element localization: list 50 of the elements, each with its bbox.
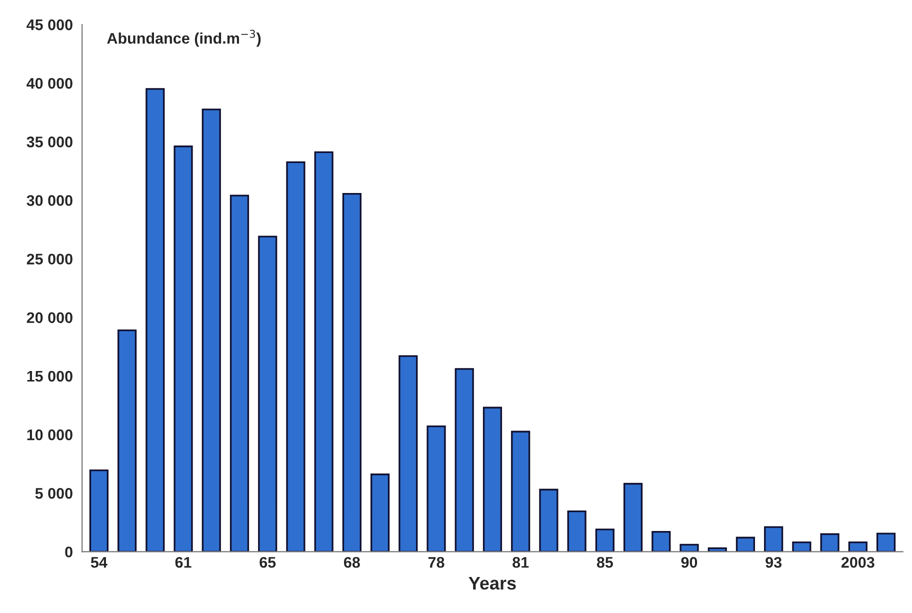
y-tick-label: 25 000	[26, 254, 72, 265]
x-tick-label: 93	[766, 556, 782, 568]
y-tick-label: 5 000	[35, 488, 72, 499]
x-tick-label: 65	[260, 556, 276, 568]
x-tick-label: 61	[175, 556, 192, 568]
bar	[118, 329, 137, 552]
bar	[567, 510, 586, 552]
bar	[792, 541, 812, 552]
bar	[595, 528, 614, 552]
y-axis-title: Abundance (ind.m$^{−3}$)	[107, 30, 261, 47]
bar	[820, 533, 840, 552]
x-tick-label: 90	[681, 556, 698, 568]
bar	[454, 368, 474, 552]
y-tick-label: 35 000	[26, 136, 72, 148]
x-tick-label: 2003	[841, 556, 874, 568]
bar	[511, 430, 530, 552]
bar	[736, 536, 756, 552]
bar	[370, 474, 390, 552]
y-tick-label: 0	[65, 546, 72, 558]
y-tick-label: 40 000	[26, 78, 72, 89]
x-tick-label: 68	[344, 556, 360, 568]
y-tick-label: 10 000	[27, 429, 72, 440]
x-tick-label: 81	[512, 556, 529, 568]
bar	[286, 161, 306, 552]
x-tick-label: 78	[428, 556, 444, 568]
bar	[623, 482, 643, 552]
bar	[174, 146, 193, 552]
bar	[482, 406, 502, 552]
bar	[258, 236, 278, 552]
x-tick-label: 54	[90, 557, 108, 568]
bar	[848, 541, 868, 552]
bar	[764, 526, 784, 552]
bar	[342, 192, 362, 552]
bar	[398, 355, 418, 552]
y-tick-label: 15 000	[27, 370, 72, 382]
y-tick-label: 45 000	[26, 19, 72, 30]
bar	[652, 530, 671, 552]
bar	[202, 108, 221, 552]
x-axis-title: Years	[468, 577, 516, 590]
bar	[680, 544, 699, 552]
x-tick-label: 85	[596, 556, 613, 568]
bar	[539, 488, 558, 552]
bar	[314, 151, 334, 552]
bar	[146, 88, 165, 552]
bar	[230, 194, 250, 552]
y-tick-label: 20 000	[26, 312, 72, 324]
bar	[876, 532, 896, 552]
y-tick-label: 30 000	[26, 195, 72, 206]
bar	[89, 469, 108, 552]
bar	[426, 426, 446, 552]
